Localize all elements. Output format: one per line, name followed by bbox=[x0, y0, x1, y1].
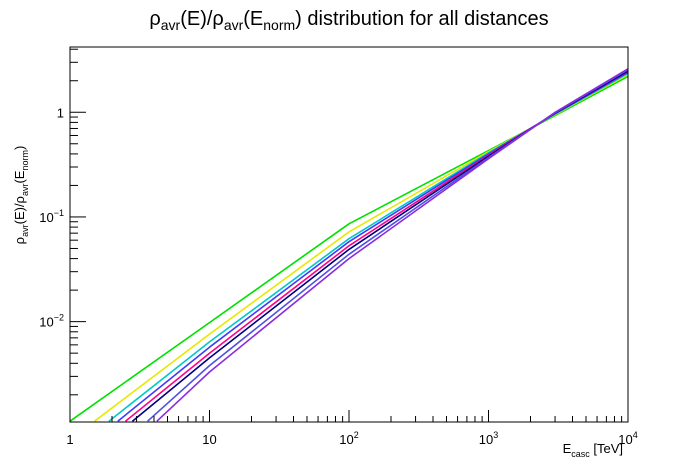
x-tick-label: 1 bbox=[66, 432, 73, 447]
x-axis-label: Ecasc [TeV] bbox=[563, 441, 623, 459]
x-axis-ticks: 1 10 102 103 104 bbox=[66, 410, 638, 447]
y-axis-ticks: 10−2 10−1 1 bbox=[39, 48, 86, 396]
x-tick-label: 102 bbox=[339, 430, 358, 447]
x-tick-label: 104 bbox=[618, 430, 637, 447]
x-tick-label: 103 bbox=[479, 430, 498, 447]
y-tick-label: 10−2 bbox=[39, 313, 64, 330]
plot-frame bbox=[69, 46, 629, 423]
y-tick-label: 1 bbox=[57, 105, 64, 120]
y-tick-label: 10−1 bbox=[39, 208, 64, 225]
x-tick-label: 10 bbox=[202, 432, 216, 447]
series-line-8 bbox=[156, 68, 629, 422]
y-axis-label: ρavr(E)/ρavr(Enorm) bbox=[12, 146, 30, 245]
series-line-1 bbox=[69, 75, 629, 422]
chart-title: ρavr(E)/ρavr(Enorm) distribution for all… bbox=[149, 8, 548, 33]
plot-area: 1 10 102 103 104 10−2 10−1 1 bbox=[39, 46, 638, 447]
series-group bbox=[69, 68, 629, 422]
